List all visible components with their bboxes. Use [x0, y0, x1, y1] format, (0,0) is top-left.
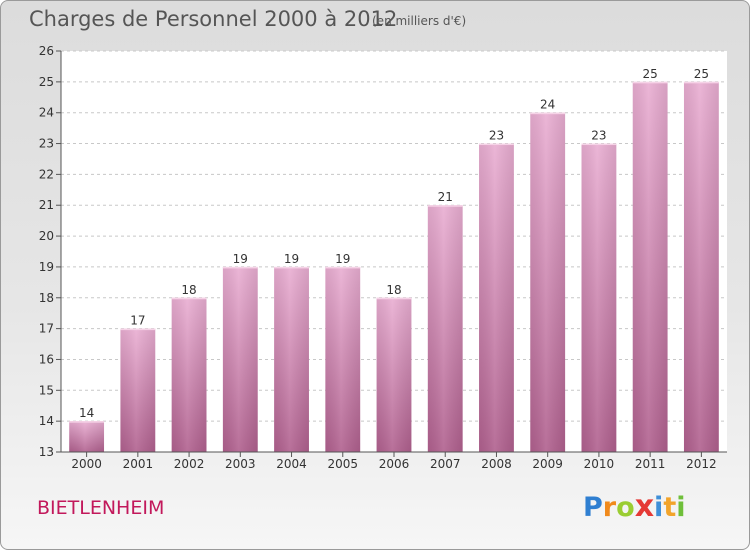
bar-group — [479, 143, 514, 453]
bar-top-highlight — [376, 297, 412, 300]
x-tick-label: 2006 — [379, 457, 410, 471]
y-tick-label: 21 — [39, 198, 54, 212]
x-tick-label: 2004 — [276, 457, 307, 471]
logo-letter: x — [634, 489, 655, 524]
bar-value-label: 24 — [540, 98, 555, 112]
chart-unit: (en milliers d'€) — [372, 14, 467, 28]
bar-top-highlight — [222, 266, 258, 269]
bar-top-highlight — [683, 81, 719, 84]
y-tick-label: 18 — [39, 291, 54, 305]
x-tick-label: 2010 — [584, 457, 615, 471]
y-tick-label: 13 — [39, 445, 54, 459]
bar-shading — [120, 328, 156, 452]
x-tick-label: 2000 — [71, 457, 102, 471]
bar-top-highlight — [69, 421, 105, 423]
bar-group — [171, 297, 207, 452]
bar-top-highlight — [427, 205, 463, 207]
bar-group — [274, 266, 309, 452]
bar-top-highlight — [632, 81, 668, 84]
x-tick-label: 2002 — [174, 457, 205, 471]
bar-group — [325, 266, 361, 452]
bar-group — [69, 421, 105, 452]
bar-value-label: 19 — [233, 252, 248, 266]
logo-letter: P — [583, 492, 603, 523]
axes: 13 14 15 16 17 18 19 20 21 22 23 24 25 26 2000 2001 2002… — [39, 44, 727, 471]
bar-shading — [479, 143, 514, 453]
bar-shading — [530, 112, 566, 452]
y-tick-label: 15 — [39, 383, 54, 397]
x-tick-label: 2012 — [686, 457, 717, 471]
x-tick-label: 2001 — [123, 457, 154, 471]
bar-shading — [171, 297, 207, 452]
bar-value-label: 18 — [181, 283, 196, 297]
x-tick-label: 2008 — [481, 457, 512, 471]
y-tick-label: 14 — [39, 414, 54, 428]
x-tick-label: 2003 — [225, 457, 256, 471]
bar-shading — [69, 421, 105, 452]
bar-value-label: 23 — [591, 129, 606, 143]
bar-shading — [325, 266, 361, 452]
bar-value-label: 14 — [79, 406, 94, 420]
bar-value-label: 25 — [643, 67, 658, 81]
bar-top-highlight — [171, 297, 207, 300]
bar-value-label: 19 — [284, 252, 299, 266]
y-tick-label: 26 — [39, 44, 54, 58]
proxiti-logo: Proxiti — [583, 489, 686, 524]
y-tick-label: 22 — [39, 167, 54, 181]
y-tick-label: 25 — [39, 75, 54, 89]
x-tick-label: 2011 — [635, 457, 666, 471]
bar-top-highlight — [479, 143, 514, 146]
y-tick-label: 19 — [39, 260, 54, 274]
bar-shading — [222, 266, 258, 452]
bar-top-highlight — [274, 266, 309, 269]
bar-value-label: 23 — [489, 129, 504, 143]
bar-group — [222, 266, 258, 452]
bar-shading — [427, 205, 463, 452]
bar-top-highlight — [530, 112, 566, 115]
bar-top-highlight — [581, 143, 617, 146]
x-tick-label: 2005 — [327, 457, 358, 471]
bar-value-label: 18 — [386, 283, 401, 297]
bar-shading — [581, 143, 617, 453]
logo-letter: i — [654, 492, 664, 523]
bar-group — [581, 143, 617, 453]
x-tick-label: 2007 — [430, 457, 461, 471]
bar-value-label: 17 — [130, 314, 145, 328]
y-tick-label: 16 — [39, 352, 54, 366]
bar-top-highlight — [325, 266, 361, 269]
y-tick-label: 20 — [39, 229, 54, 243]
bar-value-label: 25 — [694, 67, 709, 81]
bar-shading — [274, 266, 309, 452]
town-name: BIETLENHEIM — [37, 497, 165, 519]
logo-letter: r — [602, 492, 617, 523]
logo-letter: o — [616, 492, 635, 523]
bar-value-label: 21 — [438, 190, 453, 204]
bar-group — [683, 81, 719, 452]
bar-value-label: 19 — [335, 252, 350, 266]
bars: 14 17 18 19 19 19 18 21 23 24 23 25 25 — [69, 67, 719, 453]
bar-shading — [632, 81, 668, 452]
bar-group — [530, 112, 566, 452]
bar-group — [427, 205, 463, 452]
x-tick-label: 2009 — [532, 457, 563, 471]
bar-group — [632, 81, 668, 452]
y-tick-label: 23 — [39, 137, 54, 151]
bar-shading — [683, 81, 719, 452]
y-tick-label: 24 — [39, 106, 54, 120]
chart-title: Charges de Personnel 2000 à 2012 — [29, 7, 398, 31]
y-tick-label: 17 — [39, 322, 54, 336]
bar-top-highlight — [120, 328, 156, 331]
bar-group — [376, 297, 412, 452]
logo-letter: t — [663, 492, 677, 523]
bar-shading — [376, 297, 412, 452]
bar-group — [120, 328, 156, 452]
logo-letter: i — [676, 492, 686, 523]
